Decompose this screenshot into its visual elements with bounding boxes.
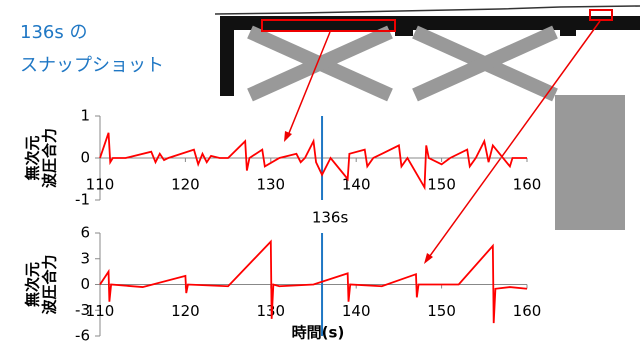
data-line (100, 242, 527, 324)
y-tick-label: 3 (80, 249, 90, 267)
x-axis-label: 時間(s) (292, 324, 345, 342)
y-axis-label: 波圧合力 (41, 128, 59, 188)
y-axis-label: 波圧合力 (41, 254, 59, 314)
x-tick-label: 150 (427, 302, 456, 320)
y-axis-label: 無次元 (24, 262, 42, 307)
y-axis-label: 無次元 (24, 135, 42, 180)
x-tick-label: 110 (86, 302, 115, 320)
data-line (100, 133, 527, 188)
y-tick-label: -6 (75, 327, 90, 345)
caption-line: スナップショット (20, 55, 164, 76)
x-tick-label: 160 (513, 176, 542, 194)
caption-line: 136s の (20, 22, 87, 43)
x-tick-label: 110 (86, 176, 115, 194)
x-tick-label: 120 (171, 176, 200, 194)
x-tick-label: 140 (342, 302, 371, 320)
x-tick-label: 160 (513, 302, 542, 320)
snapshot (215, 6, 640, 264)
y-tick-label: 6 (80, 224, 90, 242)
x-tick-label: 130 (256, 176, 285, 194)
y-tick-label: 0 (80, 149, 90, 167)
x-tick-label: 150 (427, 176, 456, 194)
y-tick-label: 0 (80, 275, 90, 293)
y-tick-label: 1 (80, 107, 90, 125)
figure: 136s の スナップショット 10-1110120130140150160無次… (0, 0, 640, 345)
x-tick-label: 120 (171, 302, 200, 320)
time-marker-label: 136s (312, 209, 349, 227)
